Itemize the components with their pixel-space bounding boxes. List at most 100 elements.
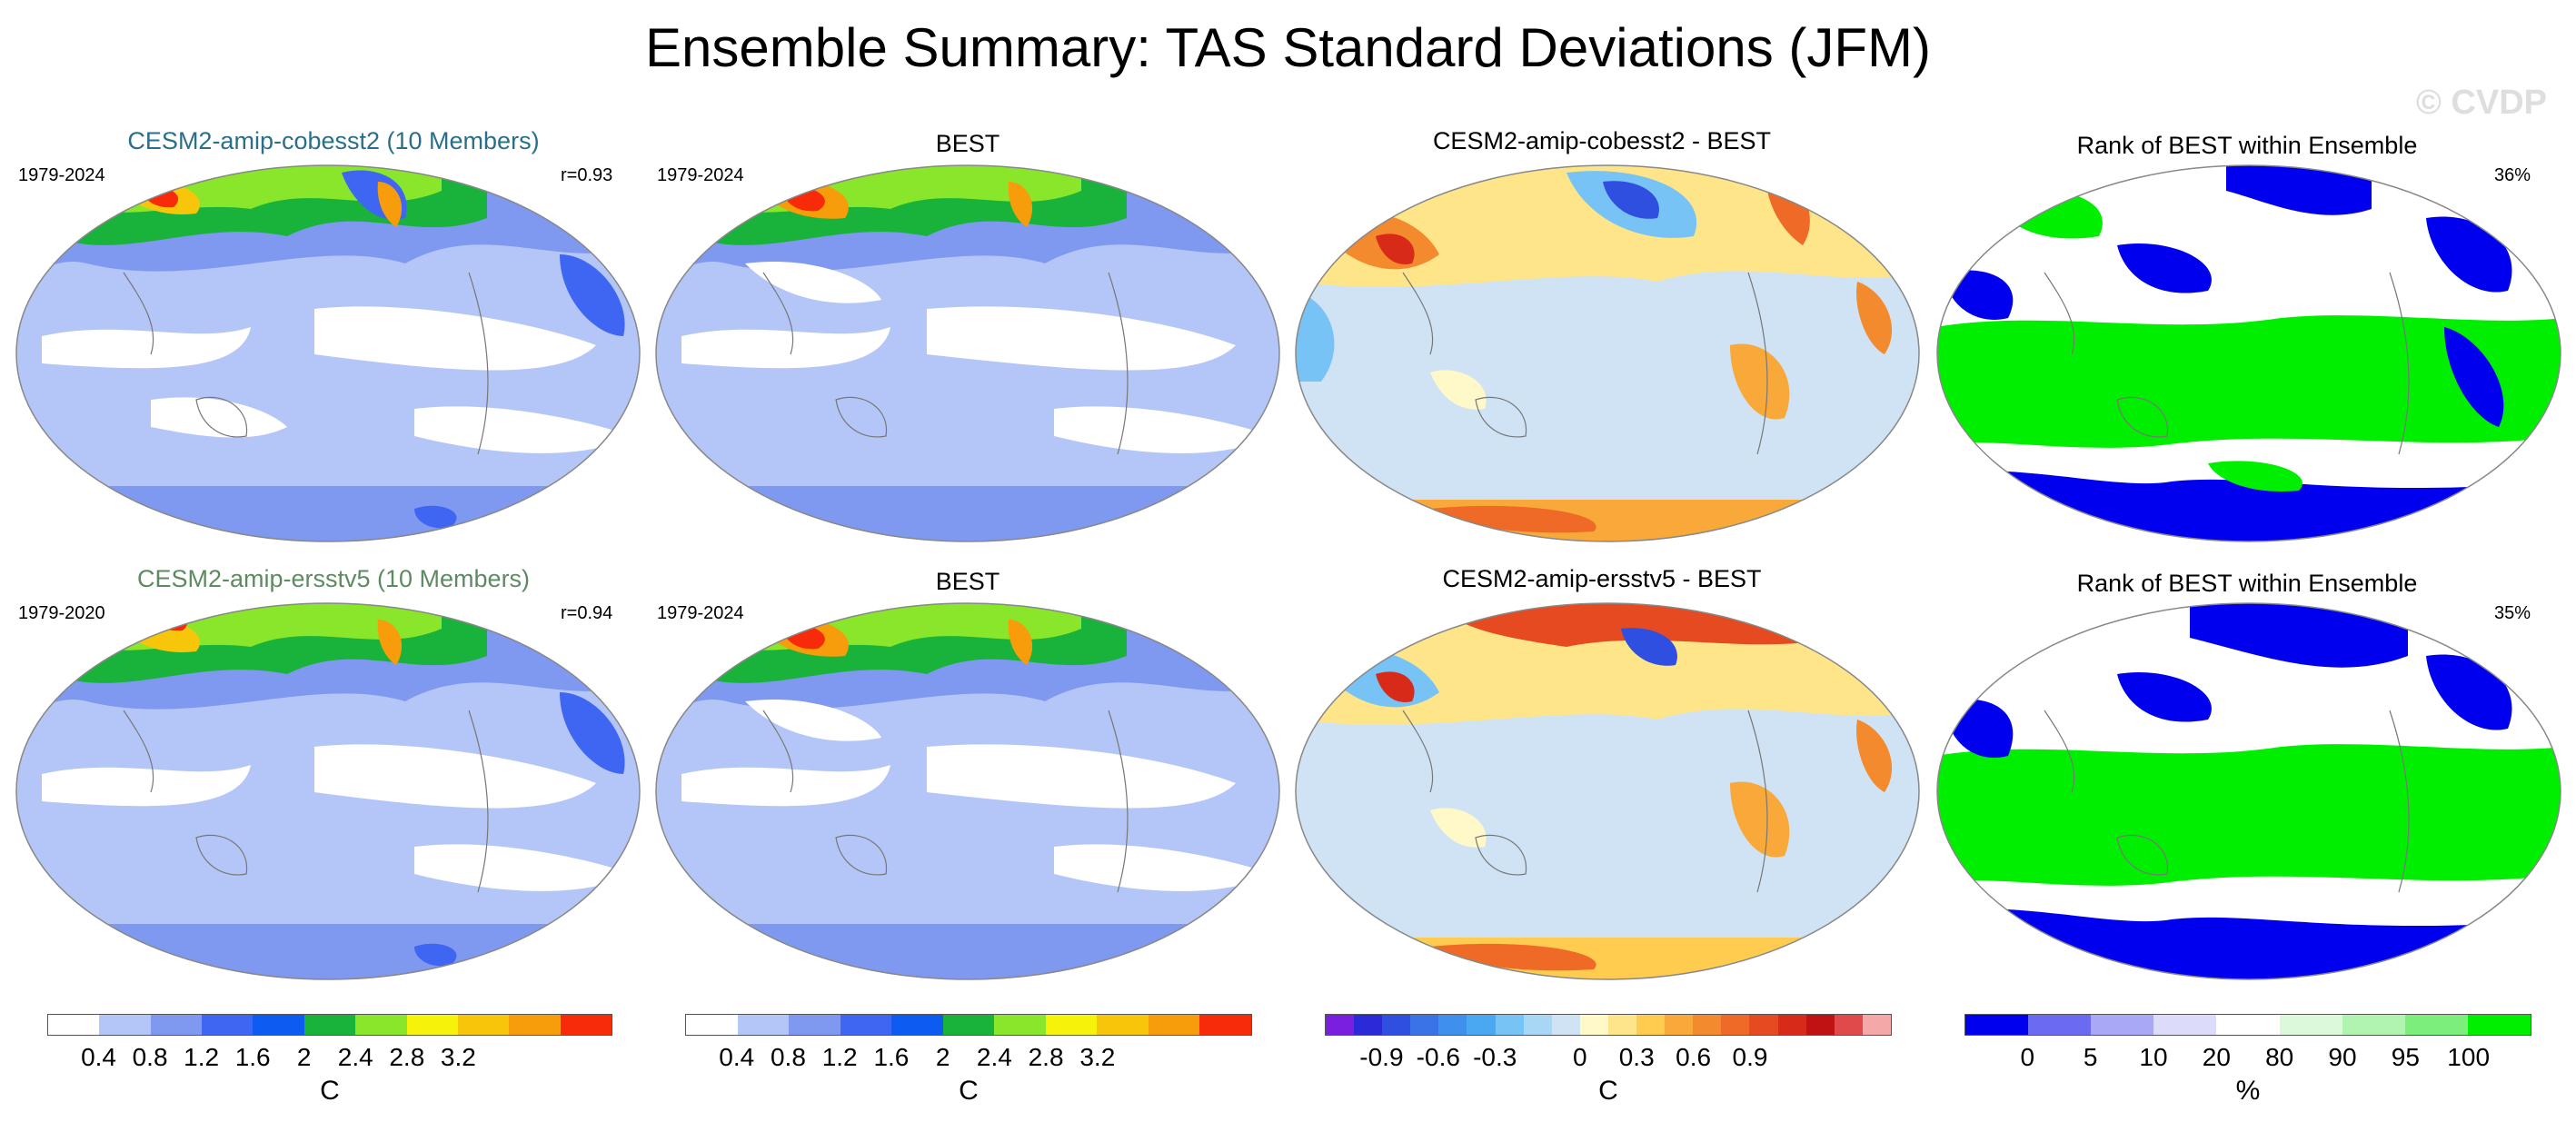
std-color-bin	[789, 1015, 840, 1035]
diff-color-bin	[1382, 1015, 1411, 1035]
diff-color-bin	[1438, 1015, 1467, 1035]
diff-color-bin	[1467, 1015, 1496, 1035]
std-unit-label: C	[959, 1076, 979, 1106]
rank-color-bin	[2091, 1015, 2154, 1035]
std-color-bin	[1045, 1015, 1098, 1035]
diff-tick-label: 0	[1573, 1043, 1587, 1071]
rank-tick-label: 100	[2447, 1043, 2491, 1071]
row1-obs-map	[655, 164, 1280, 542]
rank-color-bin	[2279, 1015, 2342, 1035]
row1-model-corr: r=0.93	[561, 165, 613, 185]
rank-tick-label: 95	[2391, 1043, 2420, 1071]
std-tick-label: 1.6	[873, 1043, 910, 1071]
colorbar-diff: -0.9 -0.6 -0.3 0 0.3 0.6 0.9 C	[1325, 1014, 1892, 1106]
row1-diff-title: CESM2-amip-cobesst2 - BEST	[1432, 127, 1772, 154]
page-title: Ensemble Summary: TAS Standard Deviation…	[645, 17, 1931, 78]
rank-color-bin	[1965, 1015, 2029, 1035]
row1-model-years: 1979-2024	[18, 165, 105, 185]
diff-color-bin	[1551, 1015, 1580, 1035]
std-tick-label: 0.4	[81, 1043, 116, 1071]
std-color-bin	[891, 1015, 943, 1035]
std-tick-label: 1.2	[184, 1043, 220, 1071]
diff-color-bin	[1579, 1015, 1608, 1035]
row2-rank-map	[1936, 602, 2561, 980]
std-color-bin	[942, 1015, 995, 1035]
cvdp-watermark: © CVDP	[2415, 84, 2547, 122]
rank-color-bin	[2153, 1015, 2217, 1035]
std-color-bin	[406, 1015, 458, 1035]
colorbar-std-2: 0.4 0.8 1.2 1.6 2 2.4 2.8 3.2 C	[685, 1014, 1252, 1106]
std-color-bin	[355, 1015, 407, 1035]
std-tick-label: 2.4	[337, 1043, 373, 1071]
std-tick-label: 2	[296, 1043, 312, 1071]
std-tick-label: 0.8	[132, 1043, 168, 1071]
std-color-bin	[737, 1015, 790, 1035]
std-tick-label: 0.8	[770, 1043, 806, 1071]
diff-color-bin	[1495, 1015, 1524, 1035]
std-unit-label: C	[320, 1076, 340, 1106]
std-tick-label: 1.2	[821, 1043, 858, 1071]
std-color-bin	[686, 1015, 738, 1035]
diff-color-bin	[1749, 1015, 1778, 1035]
row2-obs-title: BEST	[935, 568, 1000, 595]
std-color-bin	[509, 1015, 561, 1035]
row2-model-title: CESM2-amip-ersstv5 (10 Members)	[136, 565, 531, 592]
diff-tick-label: -0.9	[1359, 1043, 1404, 1071]
row1-rank-map	[1936, 164, 2561, 542]
std-tick-label: 2.8	[1028, 1043, 1064, 1071]
row2-rank-title: Rank of BEST within Ensemble	[2076, 570, 2418, 597]
row2-diff-map	[1295, 602, 1920, 980]
diff-color-bin	[1777, 1015, 1806, 1035]
row1-rank-title: Rank of BEST within Ensemble	[2076, 132, 2418, 159]
rank-tick-label: 20	[2202, 1043, 2231, 1071]
std-color-bin	[994, 1015, 1046, 1035]
row1-obs-years: 1979-2024	[657, 165, 744, 185]
rank-unit-label: %	[2235, 1076, 2261, 1106]
rank-tick-label: 80	[2265, 1043, 2294, 1071]
rank-tick-label: 90	[2328, 1043, 2357, 1071]
row2-obs-years: 1979-2024	[657, 603, 744, 623]
diff-tick-label: 0.6	[1676, 1043, 1712, 1071]
std-color-bin	[840, 1015, 892, 1035]
row1-diff-map	[1295, 164, 1920, 542]
diff-unit-label: C	[1598, 1076, 1618, 1106]
rank-tick-label: 0	[2020, 1043, 2035, 1071]
diff-color-bin	[1834, 1015, 1863, 1035]
std-color-bin	[253, 1015, 304, 1035]
std-color-bin	[303, 1015, 356, 1035]
row2-obs-map	[655, 602, 1280, 980]
std-color-bin	[1097, 1015, 1149, 1035]
std-color-bin	[99, 1015, 151, 1035]
row1-model-title: CESM2-amip-cobesst2 (10 Members)	[127, 127, 540, 154]
row2-model-years: 1979-2020	[18, 603, 105, 623]
std-color-bin	[48, 1015, 100, 1035]
diff-color-bin	[1636, 1015, 1666, 1035]
std-color-bin	[560, 1015, 612, 1035]
diff-color-bin	[1410, 1015, 1439, 1035]
diff-color-bin	[1805, 1015, 1835, 1035]
rank-tick-label: 5	[2083, 1043, 2098, 1071]
std-tick-label: 2.4	[976, 1043, 1012, 1071]
diff-color-bin	[1607, 1015, 1637, 1035]
diff-color-bin	[1693, 1015, 1722, 1035]
rank-color-bin	[2342, 1015, 2405, 1035]
colorbar-std-1: 0.4 0.8 1.2 1.6 2 2.4 2.8 3.2 C	[47, 1014, 612, 1106]
std-color-bin	[1148, 1015, 1200, 1035]
diff-color-bin	[1665, 1015, 1694, 1035]
diff-tick-label: -0.3	[1473, 1043, 1517, 1071]
rank-tick-label: 10	[2139, 1043, 2168, 1071]
row2-model-corr: r=0.94	[561, 603, 613, 623]
rank-color-bin	[2216, 1015, 2280, 1035]
std-tick-label: 3.2	[440, 1043, 476, 1071]
row2-diff-title: CESM2-amip-ersstv5 - BEST	[1442, 565, 1762, 592]
diff-color-bin	[1523, 1015, 1552, 1035]
row1-obs-title: BEST	[935, 130, 1000, 157]
diff-color-bin	[1354, 1015, 1383, 1035]
std-color-bin	[457, 1015, 510, 1035]
row1-model-map	[15, 164, 641, 542]
rank-color-bin	[2404, 1015, 2468, 1035]
std-tick-label: 0.4	[719, 1043, 755, 1071]
diff-tick-label: -0.6	[1416, 1043, 1460, 1071]
diff-tick-label: 0.9	[1732, 1043, 1768, 1071]
row2-rank-pct: 35%	[2494, 603, 2531, 623]
